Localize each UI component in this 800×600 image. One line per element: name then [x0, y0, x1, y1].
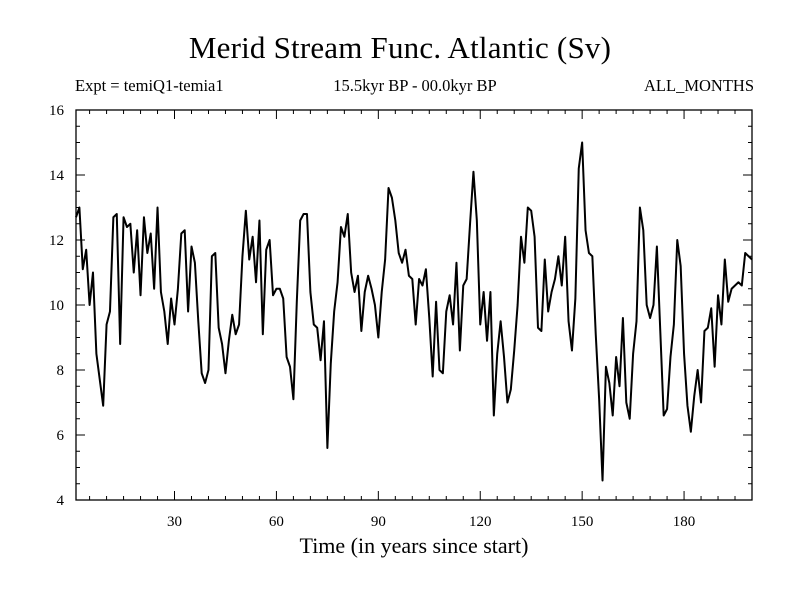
x-tick-label: 150 — [571, 514, 594, 530]
x-tick-label: 60 — [269, 514, 284, 530]
y-tick-label: 10 — [49, 298, 64, 314]
y-tick-label: 8 — [57, 363, 65, 379]
period-label: 15.5kyr BP - 00.0kyr BP — [333, 76, 497, 95]
chart-title: Merid Stream Func. Atlantic (Sv) — [188, 30, 612, 65]
months-label: ALL_MONTHS — [644, 76, 754, 95]
y-tick-label: 12 — [49, 233, 64, 249]
x-tick-label: 120 — [469, 514, 492, 530]
experiment-label: Expt = temiQ1-temia1 — [75, 76, 224, 95]
x-tick-label: 180 — [673, 514, 696, 530]
x-tick-label: 30 — [167, 514, 182, 530]
x-axis-label: Time (in years since start) — [299, 533, 529, 558]
x-tick-label: 90 — [371, 514, 386, 530]
y-tick-label: 6 — [57, 428, 65, 444]
y-tick-label: 14 — [49, 168, 65, 184]
y-tick-label: 16 — [49, 103, 65, 119]
series-line — [75, 141, 753, 482]
y-tick-label: 4 — [57, 493, 65, 509]
